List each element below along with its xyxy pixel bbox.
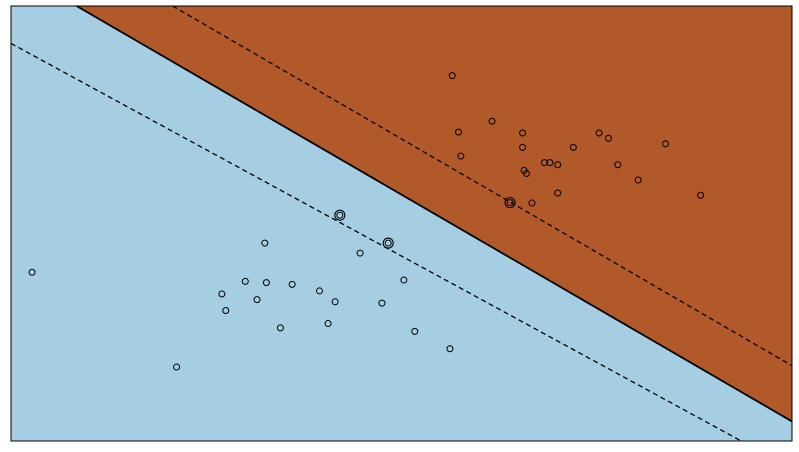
- data-point: [378, 299, 386, 307]
- data-point: [554, 161, 562, 169]
- support-vector-ring: [504, 197, 516, 209]
- plot-frame: [10, 5, 793, 442]
- data-point: [528, 199, 536, 207]
- data-point: [519, 129, 527, 137]
- data-point: [614, 161, 622, 169]
- data-point: [261, 239, 269, 247]
- data-point: [276, 324, 284, 332]
- data-point: [554, 189, 562, 197]
- data-point: [455, 128, 463, 136]
- data-point: [506, 199, 514, 207]
- data-point: [546, 159, 554, 167]
- data-point: [411, 327, 419, 335]
- data-point: [241, 277, 249, 285]
- plot-area: [11, 6, 792, 441]
- data-point: [457, 152, 465, 160]
- data-point: [400, 276, 408, 284]
- data-point: [448, 72, 456, 80]
- data-point: [697, 191, 705, 199]
- data-point: [28, 268, 36, 276]
- data-point: [356, 249, 364, 257]
- data-point: [222, 307, 230, 314]
- support-vector-ring: [334, 209, 346, 221]
- lower-margin-line: [11, 42, 742, 441]
- data-point: [519, 143, 527, 151]
- data-point: [331, 298, 339, 306]
- decision-boundary-line: [76, 6, 792, 423]
- data-point: [595, 129, 603, 137]
- data-point: [262, 279, 270, 287]
- data-point: [488, 117, 496, 125]
- data-point: [569, 143, 577, 151]
- support-vector-layer: [334, 197, 516, 249]
- data-point: [604, 134, 612, 142]
- data-point: [384, 239, 392, 247]
- support-vector-ring: [382, 237, 394, 249]
- data-point: [288, 280, 296, 288]
- data-points-layer: [28, 72, 705, 371]
- data-point: [218, 290, 226, 298]
- data-point: [173, 363, 181, 371]
- data-point: [315, 287, 323, 295]
- data-point: [661, 140, 669, 148]
- data-point: [634, 176, 642, 184]
- data-point: [540, 159, 548, 167]
- upper-margin-line: [172, 6, 792, 367]
- data-point: [336, 211, 344, 219]
- data-point: [446, 345, 454, 353]
- data-point: [522, 169, 530, 177]
- data-point: [253, 296, 261, 304]
- data-point: [324, 320, 332, 328]
